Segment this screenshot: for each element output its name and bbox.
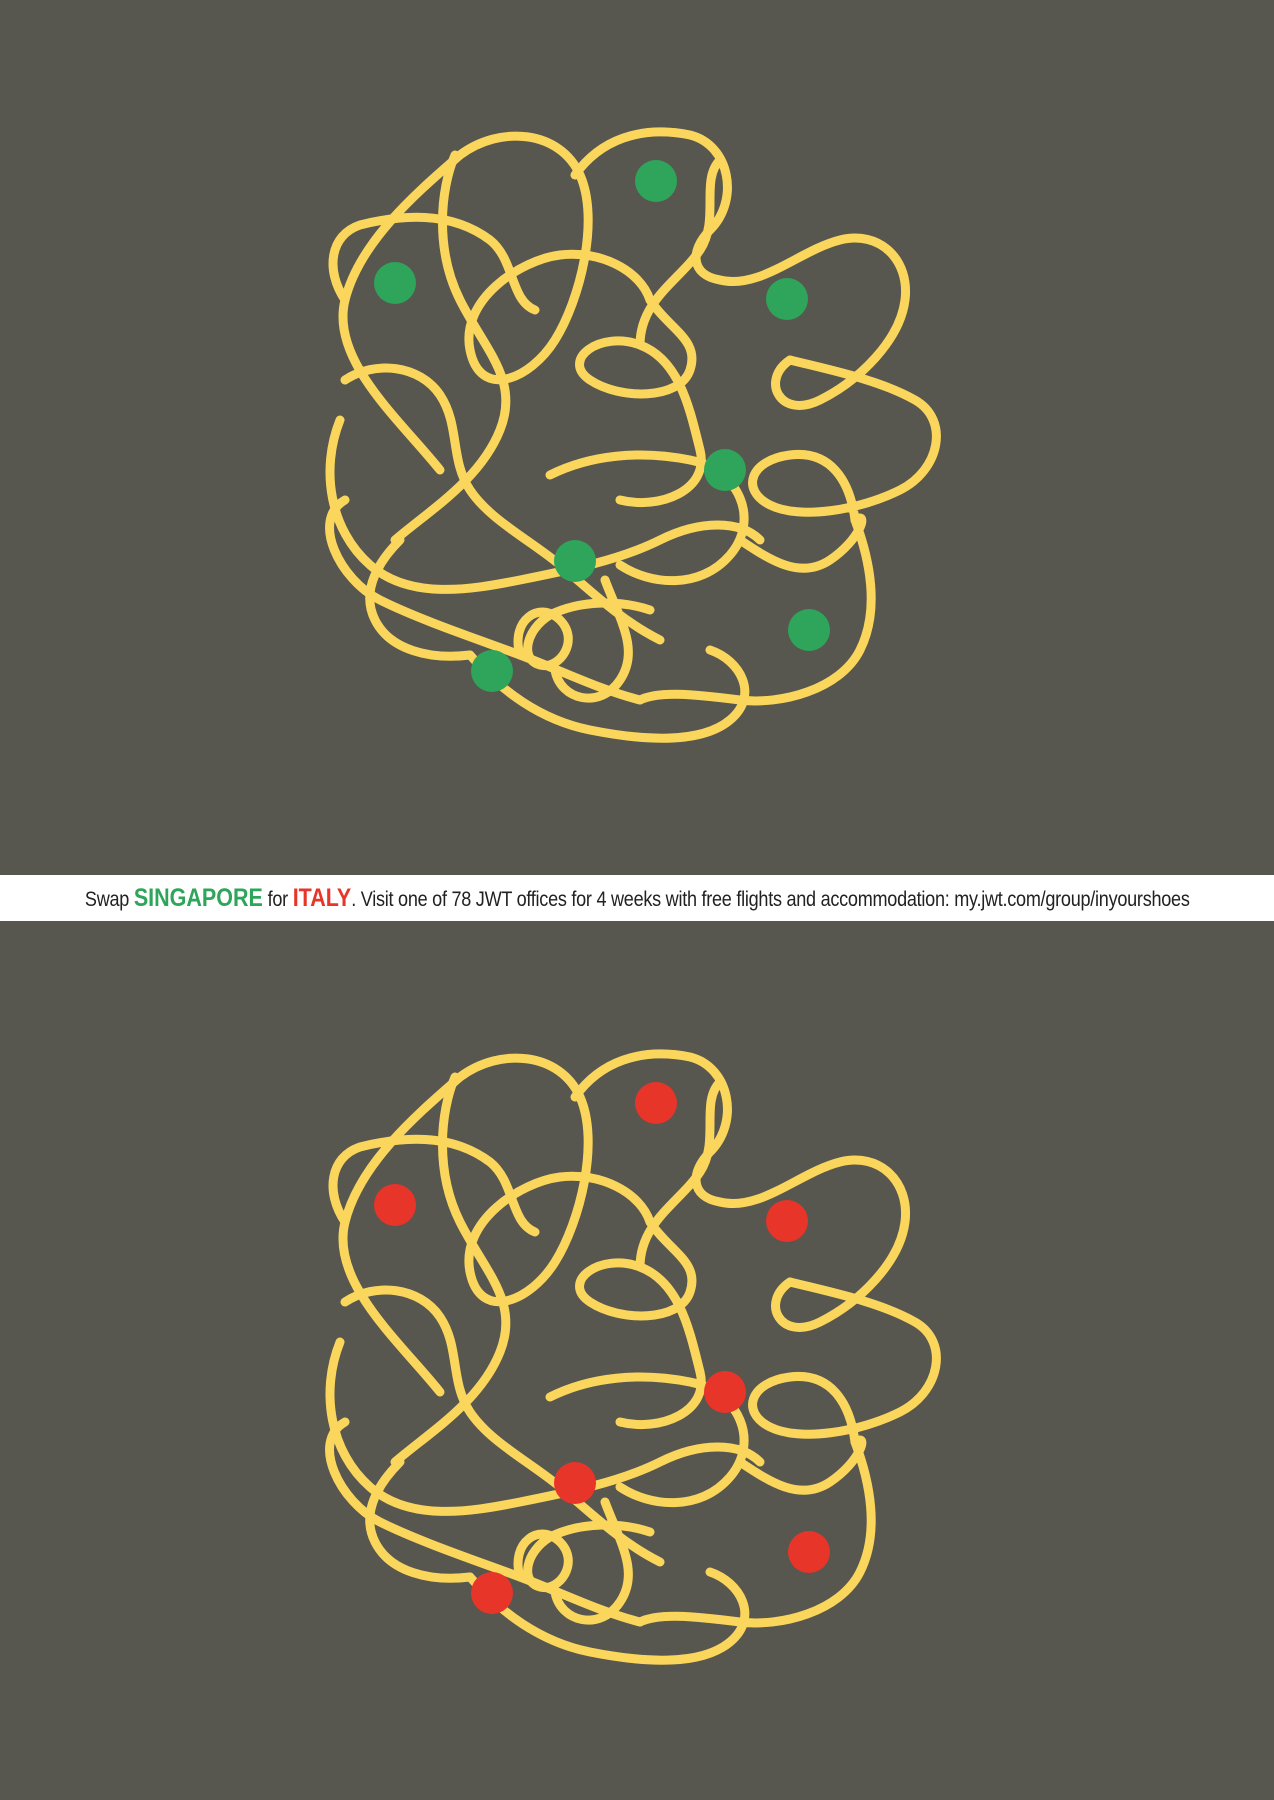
noodle-strand (550, 575, 633, 703)
caption-text: Swap SINGAPORE for ITALY. Visit one of 7… (85, 884, 1190, 913)
noodle-strand (570, 1049, 911, 1332)
dot (554, 1462, 596, 1504)
dot (788, 1531, 830, 1573)
dot (635, 1082, 677, 1124)
noodle-strand (635, 1437, 876, 1628)
caption-message: . Visit one of 78 JWT offices for 4 week… (351, 887, 1190, 911)
noodle-strand (735, 1435, 867, 1495)
italy-illustration-panel (0, 922, 1274, 1800)
noodle-strand (513, 1520, 655, 1592)
singapore-illustration-panel (0, 0, 1274, 874)
dot (554, 540, 596, 582)
noodle-strand (735, 513, 867, 573)
dot (635, 160, 677, 202)
caption-to-country: ITALY (292, 883, 352, 912)
caption-from-country: SINGAPORE (133, 883, 263, 912)
noodle-strand (748, 355, 941, 525)
noodle-strand (570, 127, 911, 410)
noodle-strand (635, 515, 876, 706)
green-dots (374, 160, 830, 692)
noodle-tangle (325, 1049, 941, 1665)
dot (704, 449, 746, 491)
noodle-strand (748, 1277, 941, 1447)
caption-banner: Swap SINGAPORE for ITALY. Visit one of 7… (0, 875, 1274, 921)
noodle-strand (465, 1567, 750, 1665)
noodle-strand (340, 363, 665, 645)
dot (704, 1371, 746, 1413)
dot (374, 262, 416, 304)
red-dots (374, 1082, 830, 1614)
noodle-strand (390, 1072, 511, 1467)
italy-noodle-illustration (325, 1049, 941, 1665)
dot (766, 278, 808, 320)
dot (471, 650, 513, 692)
noodle-strand (340, 1285, 665, 1567)
noodle-tangle (325, 127, 941, 743)
singapore-noodle-illustration (325, 127, 941, 743)
noodle-strand (328, 1134, 540, 1237)
noodle-strand (635, 155, 725, 350)
caption-swap: Swap (84, 887, 129, 911)
noodle-strand (513, 598, 655, 670)
noodle-strand (550, 1497, 633, 1625)
noodle-strand (365, 1457, 475, 1583)
noodle-strand (325, 495, 645, 705)
noodle-strand (325, 1337, 765, 1516)
noodle-strand (545, 1372, 749, 1508)
noodle-strand (365, 535, 475, 661)
noodle-strand (325, 1417, 645, 1627)
dot (374, 1184, 416, 1226)
noodle-strand (390, 150, 511, 545)
noodle-strand (635, 1077, 725, 1272)
noodle-strand (465, 645, 750, 743)
dot (471, 1572, 513, 1614)
dot (766, 1200, 808, 1242)
dot (788, 609, 830, 651)
noodle-strand (545, 450, 749, 586)
noodle-strand (328, 212, 540, 315)
noodle-strand (325, 415, 765, 594)
caption-for: for (267, 887, 288, 911)
